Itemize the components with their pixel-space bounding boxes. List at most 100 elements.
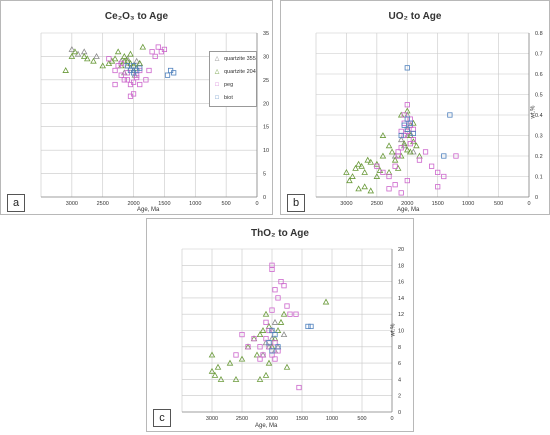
legend-label: peg (224, 81, 234, 88)
data-point-square (296, 384, 302, 391)
legend-label: quartzite 204 (224, 68, 256, 75)
data-point-triangle (271, 318, 279, 325)
data-point-square (293, 311, 299, 317)
data-point-square (404, 126, 410, 132)
data-point-square (257, 344, 263, 350)
data-point-square (398, 132, 404, 139)
data-point-square (152, 53, 158, 60)
data-point-square (155, 44, 161, 50)
y-tick-label: 20 (398, 247, 404, 253)
data-point-triangle (259, 327, 267, 333)
x-tick-label: 2500 (371, 201, 383, 207)
data-point-square (272, 356, 278, 362)
data-point-triangle (397, 111, 405, 118)
square-icon: □ (215, 94, 219, 101)
x-tick-label: 2500 (97, 201, 109, 207)
y-tick-label: 20 (263, 101, 269, 107)
data-point-square (121, 77, 127, 83)
square-icon: □ (215, 81, 219, 88)
data-point-triangle (343, 168, 350, 175)
data-point-square (269, 307, 275, 313)
data-point-triangle (400, 140, 408, 147)
data-point-triangle (121, 69, 128, 76)
data-point-triangle (84, 55, 91, 62)
x-tick-label: 3000 (66, 201, 78, 207)
x-axis-label-c: Age, Ma (255, 423, 278, 429)
x-tick-label: 0 (255, 201, 258, 207)
y-tick-label: 35 (263, 31, 269, 37)
chart-panel-b: UO₂ to Age 3000 2500 2000 1500 1000 500 0 0 0.1 0… (280, 0, 550, 215)
data-point-triangle (407, 130, 414, 136)
data-point-triangle (364, 156, 372, 163)
panel-label-c: c (153, 409, 171, 427)
data-point-square (130, 79, 137, 85)
data-point-triangle (322, 298, 330, 305)
y-tick-label: 0 (398, 410, 401, 416)
data-point-square (386, 173, 392, 180)
data-point-square (374, 163, 380, 169)
y-tick-label: 0.5 (535, 93, 543, 99)
x-tick-label: 1000 (326, 416, 338, 422)
data-point-square (130, 63, 137, 69)
chart-plot-b: 3000 2500 2000 1500 1000 500 00 0.1 0.2 0.3 0.4 0.5… (315, 31, 543, 207)
data-point-square (233, 352, 239, 358)
y-tick-label: 16 (398, 280, 404, 286)
data-point-square (260, 352, 266, 358)
data-point-square (149, 49, 155, 55)
data-point-triangle (214, 363, 222, 370)
y-tick-label: 0 (535, 195, 538, 201)
data-point-square (392, 163, 398, 169)
y-tick-label: 10 (263, 148, 269, 154)
data-point-triangle (99, 62, 106, 69)
data-point-square (407, 141, 413, 147)
data-point-square (401, 112, 407, 118)
data-point-triangle (271, 347, 279, 354)
data-point-triangle (404, 107, 411, 114)
data-point-square (275, 344, 281, 350)
y-tick-label: 8 (398, 345, 401, 351)
data-point-square (410, 136, 416, 143)
y-tick-label: 10 (398, 329, 404, 335)
legend-label: biot (224, 94, 233, 101)
data-point-square (287, 311, 293, 317)
data-point-triangle (71, 48, 79, 55)
data-point-square (404, 65, 410, 71)
data-point-square (392, 182, 398, 188)
data-point-triangle (68, 53, 76, 59)
chart-panel-a: Ce₂O₃ to Age 3000 2500 2000 1500 1000 500 0 0 5 1… (0, 0, 273, 215)
data-point-square (441, 173, 447, 180)
y-tick-label: 0.8 (535, 31, 543, 37)
data-point-triangle (262, 339, 270, 346)
data-point-square (407, 120, 413, 126)
data-point-triangle (346, 177, 353, 184)
data-point-triangle (379, 132, 387, 138)
legend: △ quartzite 355 △ quartzite 204 □ peg □ biot (209, 51, 257, 107)
x-tick-label: 2000 (401, 201, 413, 207)
data-point-square (429, 163, 435, 169)
data-point-square (269, 327, 275, 334)
data-point-triangle (265, 359, 273, 366)
data-point-triangle (136, 60, 144, 66)
x-tick-label: 1500 (158, 201, 170, 207)
data-point-square (398, 145, 404, 151)
data-point-square (272, 287, 278, 293)
data-point-square (137, 65, 143, 71)
y-tick-label: 18 (398, 263, 404, 269)
chart-plot-a: 3000 2500 2000 1500 1000 500 00 5 10 15 20 25 30 35 (40, 31, 269, 207)
data-point-square (143, 77, 149, 83)
data-point-triangle (68, 45, 76, 52)
data-point-square (118, 60, 124, 67)
legend-item-quartzite-355: △ quartzite 355 (210, 52, 256, 65)
data-point-triangle (211, 371, 219, 378)
y-tick-label: 5 (263, 172, 266, 178)
data-point-triangle (208, 351, 216, 358)
data-point-triangle (361, 183, 368, 190)
data-point-triangle (121, 57, 128, 64)
x-tick-label: 1500 (432, 201, 444, 207)
data-point-triangle (80, 53, 88, 59)
data-point-square (171, 70, 177, 76)
data-point-triangle (361, 168, 368, 175)
data-point-triangle (394, 164, 402, 171)
data-point-triangle (274, 327, 282, 333)
x-tick-label: 0 (390, 416, 393, 422)
